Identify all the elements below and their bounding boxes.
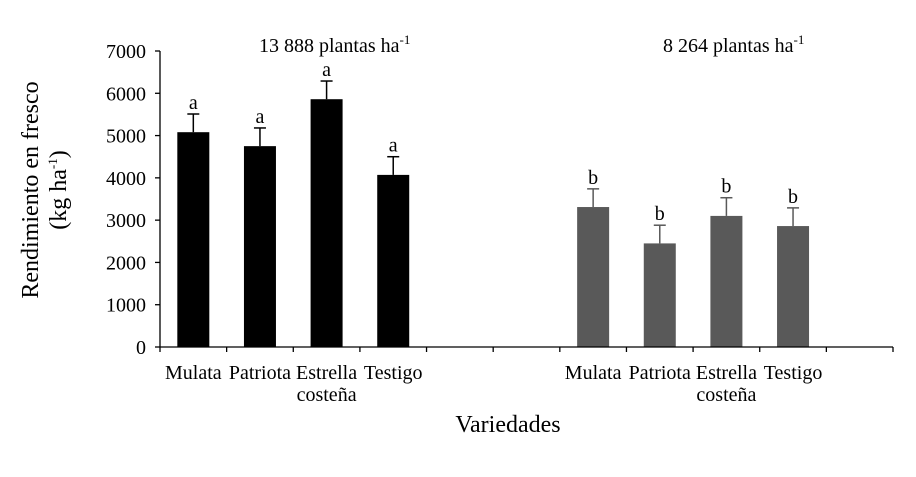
category-label: Mulata bbox=[165, 362, 222, 384]
y-tick-label: 5000 bbox=[106, 126, 146, 148]
group-title-1: 13 888 plantas ha-1 bbox=[259, 32, 410, 57]
category-label: Patriota bbox=[629, 362, 691, 384]
category-label: Estrella bbox=[296, 362, 357, 384]
significance-letter: a bbox=[256, 106, 265, 128]
significance-letter: b bbox=[721, 176, 731, 198]
significance-letter: a bbox=[322, 59, 331, 81]
group-title-2-text: 8 264 plantas ha bbox=[663, 35, 794, 57]
y-axis-title-line2: (kg ha-1) bbox=[45, 150, 72, 230]
category-label: Patriota bbox=[229, 362, 291, 384]
category-label: costeña bbox=[696, 384, 756, 406]
category-label: Testigo bbox=[364, 362, 423, 384]
bar bbox=[577, 207, 610, 347]
y-tick-label: 4000 bbox=[106, 168, 146, 190]
bar bbox=[243, 146, 276, 347]
bar bbox=[177, 132, 210, 347]
y-tick-label: 6000 bbox=[106, 83, 146, 105]
y-tick-label: 0 bbox=[136, 337, 146, 359]
y-tick-label: 1000 bbox=[106, 295, 146, 317]
bar bbox=[377, 174, 410, 347]
significance-letter: b bbox=[655, 203, 665, 225]
significance-letter: a bbox=[389, 135, 398, 157]
group-title-1-exponent: -1 bbox=[400, 32, 411, 47]
group-title-2: 8 264 plantas ha-1 bbox=[663, 32, 804, 57]
category-label: Estrella bbox=[696, 362, 757, 384]
category-label: Mulata bbox=[565, 362, 622, 384]
significance-letter: b bbox=[788, 186, 798, 208]
bar bbox=[643, 243, 676, 347]
y-tick-label: 7000 bbox=[106, 41, 146, 63]
y-axis-unit-exponent: -1 bbox=[45, 158, 60, 169]
bar bbox=[777, 226, 810, 347]
y-axis-unit: (kg ha bbox=[46, 169, 72, 230]
group-title-2-exponent: -1 bbox=[794, 32, 805, 47]
x-axis-title: Variedades bbox=[455, 412, 560, 438]
significance-letter: a bbox=[189, 92, 198, 114]
plot-area: 0 1000 2000 3000 4000 5000 6000 7000 a Mulata a Pat… bbox=[106, 41, 894, 406]
bar bbox=[710, 215, 743, 347]
significance-letter: b bbox=[588, 167, 598, 189]
y-axis-unit-close: ) bbox=[46, 150, 72, 158]
bar bbox=[310, 99, 343, 347]
y-tick-label: 2000 bbox=[106, 252, 146, 274]
group-title-1-text: 13 888 plantas ha bbox=[259, 35, 400, 57]
y-axis-title-line1: Rendimiento en fresco bbox=[18, 81, 44, 298]
category-label: Testigo bbox=[764, 362, 823, 384]
y-tick-label: 3000 bbox=[106, 210, 146, 232]
category-label: costeña bbox=[297, 384, 357, 406]
